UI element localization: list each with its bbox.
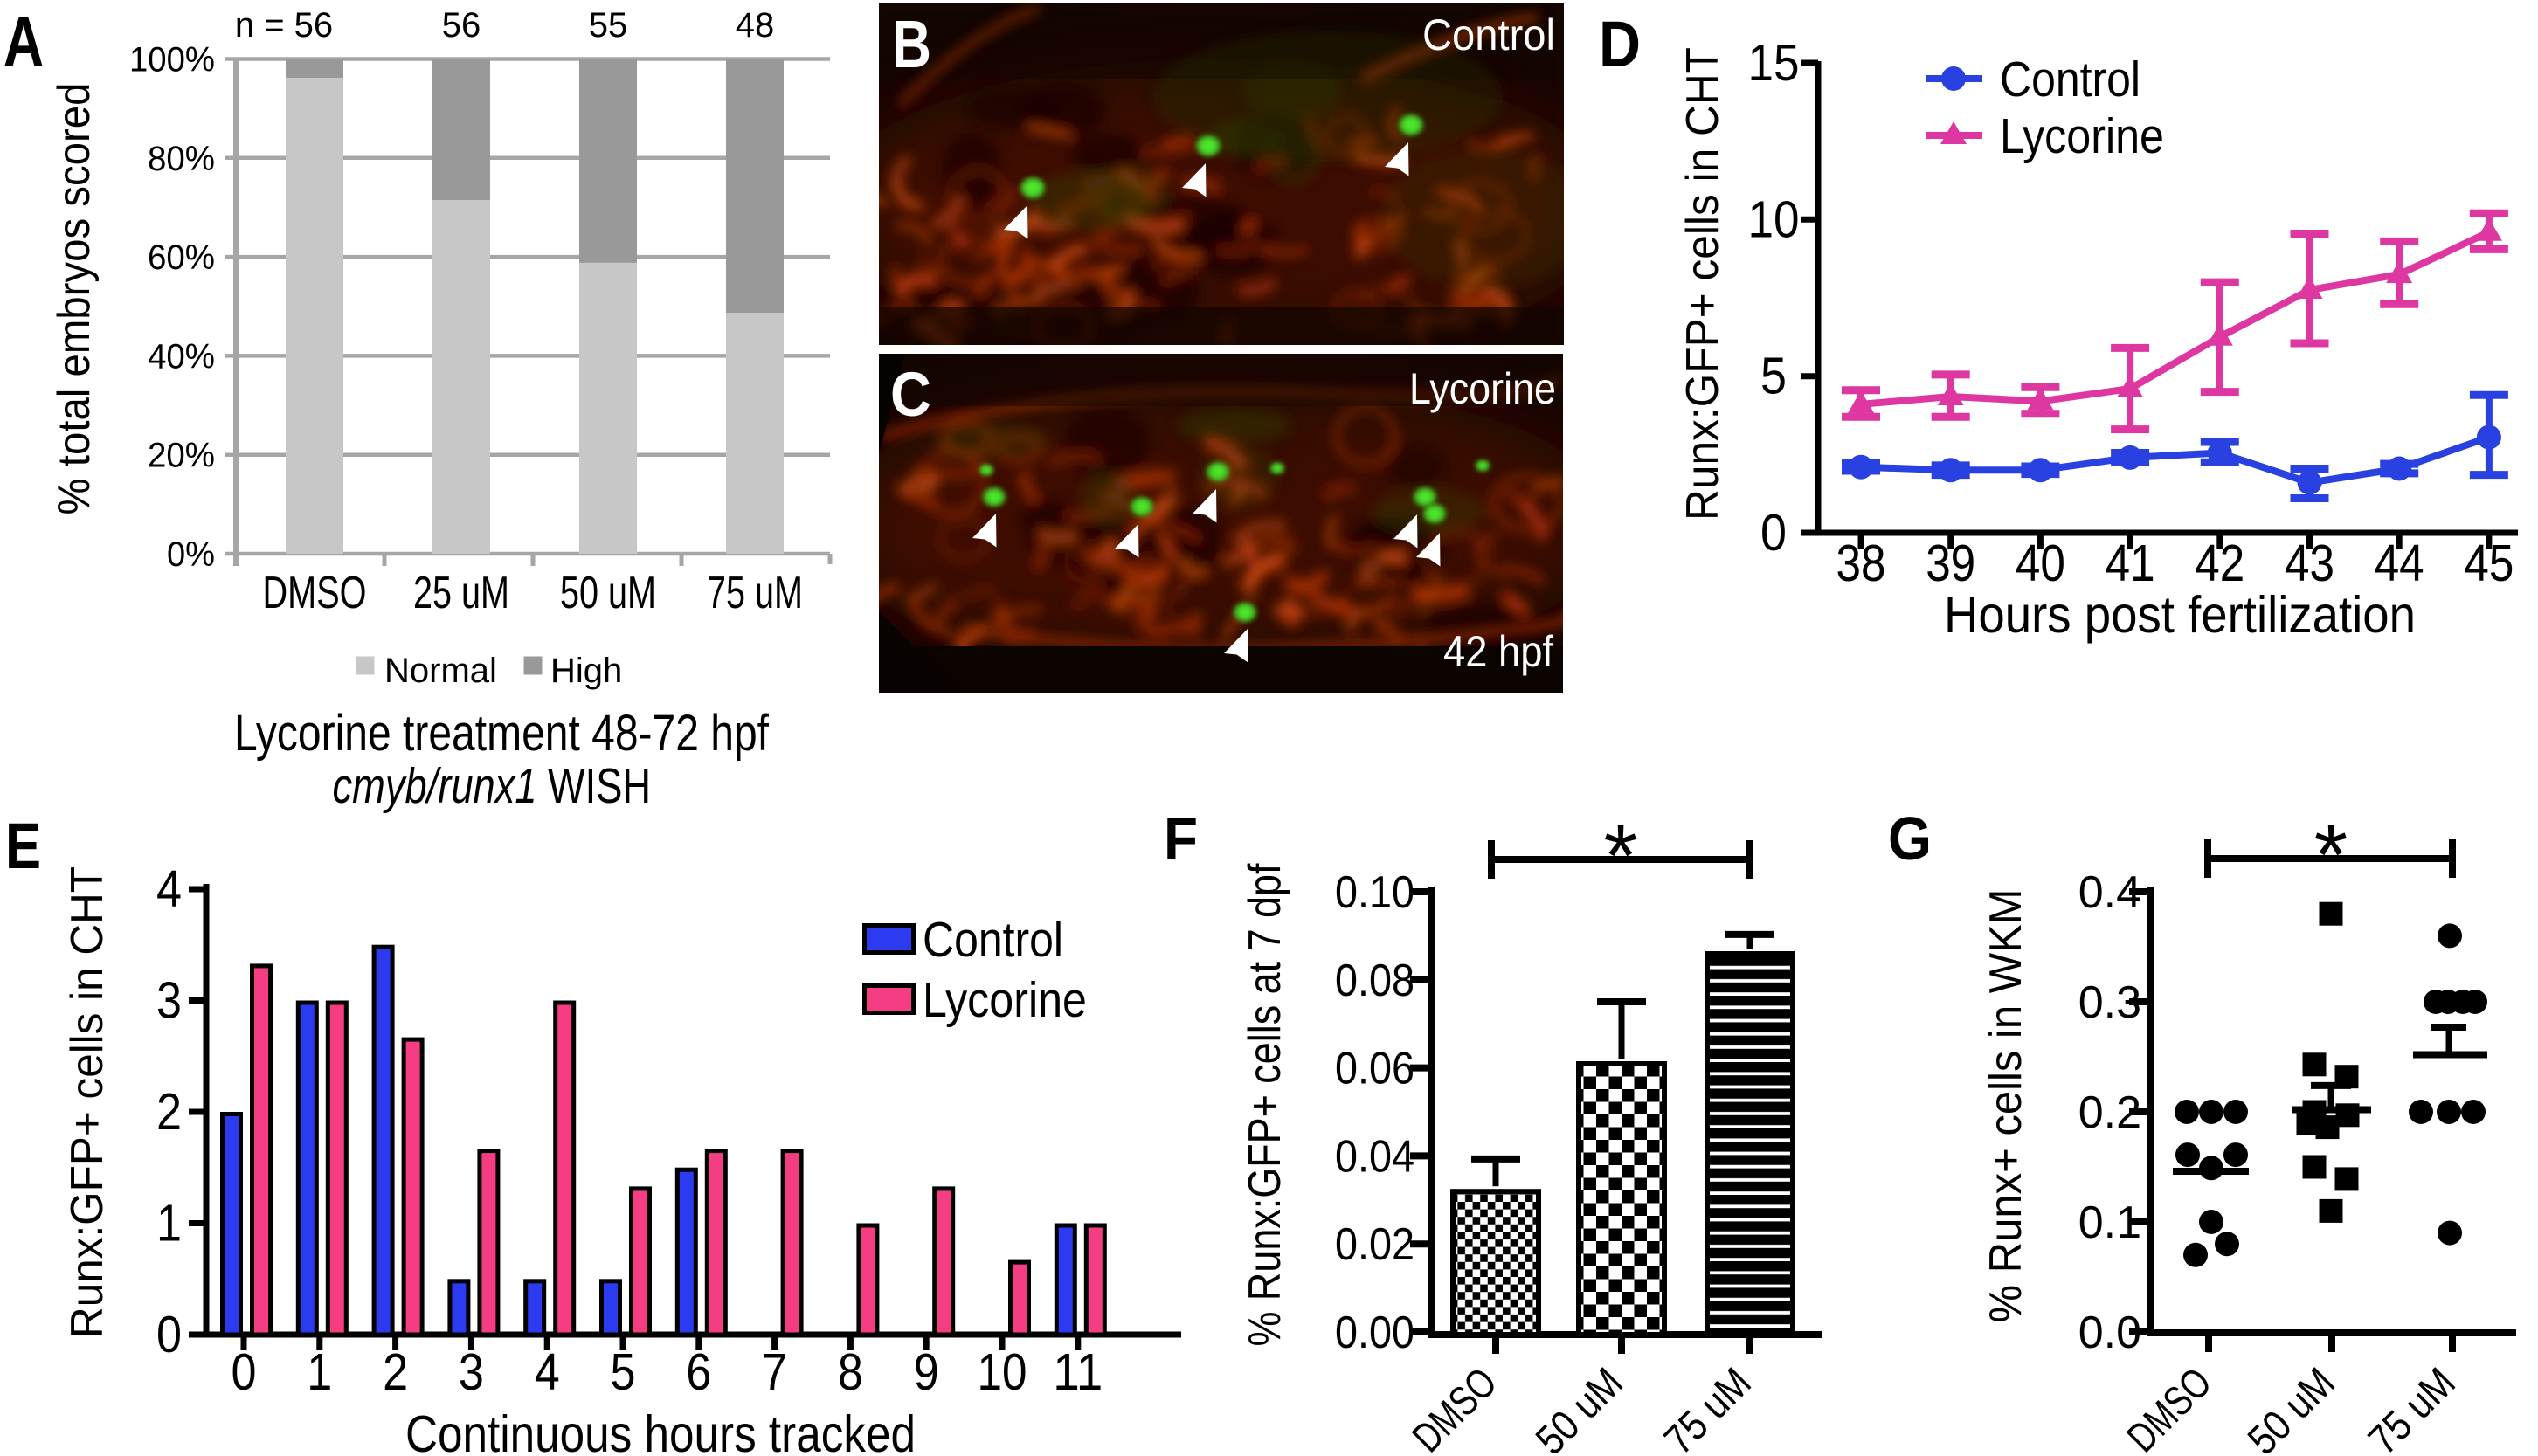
svg-text:D: D [1599, 8, 1641, 80]
svg-text:10: 10 [978, 1343, 1027, 1401]
svg-text:0.06: 0.06 [1335, 1044, 1414, 1094]
svg-text:0.02: 0.02 [1335, 1219, 1414, 1270]
svg-text:41: 41 [2106, 535, 2155, 592]
svg-text:2: 2 [383, 1343, 408, 1401]
svg-text:55: 55 [589, 6, 628, 45]
svg-text:E: E [5, 810, 41, 882]
svg-text:6: 6 [686, 1343, 711, 1401]
svg-text:Lycorine: Lycorine [923, 972, 1087, 1028]
svg-text:Control: Control [923, 912, 1063, 968]
svg-text:Hours post fertilization: Hours post fertilization [1944, 586, 2416, 644]
svg-text:0.08: 0.08 [1335, 956, 1414, 1006]
svg-text:7: 7 [762, 1343, 787, 1401]
svg-text:56: 56 [442, 6, 481, 45]
svg-text:0.00: 0.00 [1335, 1308, 1414, 1358]
svg-text:0: 0 [1760, 504, 1787, 562]
svg-text:45: 45 [2464, 535, 2514, 592]
svg-text:43: 43 [2285, 535, 2334, 592]
svg-text:% total embryos scored: % total embryos scored [49, 83, 100, 515]
svg-text:Lycorine treatment 48-72 hpf: Lycorine treatment 48-72 hpf [234, 705, 770, 762]
svg-text:B: B [892, 7, 931, 82]
svg-text:8: 8 [838, 1343, 863, 1401]
svg-text:0: 0 [232, 1343, 257, 1401]
svg-text:1: 1 [156, 1195, 182, 1252]
svg-text:4: 4 [535, 1343, 560, 1401]
svg-text:% Runx:GFP+ cells at 7 dpf: % Runx:GFP+ cells at 7 dpf [1240, 863, 1290, 1346]
svg-text:Normal: Normal [384, 652, 497, 690]
svg-text:50 uM: 50 uM [560, 568, 656, 618]
svg-text:*: * [2314, 806, 2348, 904]
svg-text:10: 10 [1748, 190, 1800, 248]
svg-text:11: 11 [1053, 1343, 1103, 1401]
svg-text:9: 9 [914, 1343, 939, 1401]
svg-text:42 hpf: 42 hpf [1443, 627, 1553, 676]
svg-text:15: 15 [1748, 34, 1800, 92]
svg-text:0.10: 0.10 [1335, 867, 1414, 918]
svg-text:80%: 80% [148, 140, 215, 178]
svg-text:% Runx+ cells in WKM: % Runx+ cells in WKM [1981, 889, 2031, 1323]
svg-text:Runx:GFP+ cells in CHT: Runx:GFP+ cells in CHT [1677, 47, 1728, 521]
svg-text:cmyb/runx1: cmyb/runx1 [333, 758, 537, 814]
svg-text:39: 39 [1926, 535, 1975, 592]
svg-text:High: High [550, 652, 622, 690]
svg-text:2: 2 [156, 1083, 182, 1141]
svg-text:C: C [890, 361, 931, 430]
svg-text:48: 48 [736, 6, 775, 45]
svg-text:0.3: 0.3 [2078, 977, 2141, 1028]
svg-text:25 uM: 25 uM [413, 568, 509, 618]
svg-text:44: 44 [2375, 535, 2424, 592]
svg-text:5: 5 [1760, 348, 1787, 405]
svg-text:20%: 20% [148, 437, 215, 475]
svg-text:A: A [3, 3, 44, 80]
svg-text:0.1: 0.1 [2078, 1197, 2141, 1248]
svg-text:Runx:GFP+ cells in CHT: Runx:GFP+ cells in CHT [62, 866, 113, 1338]
svg-text:0: 0 [156, 1306, 182, 1363]
svg-text:G: G [1888, 804, 1932, 873]
svg-text:100%: 100% [129, 41, 215, 79]
svg-text:DMSO: DMSO [263, 568, 367, 618]
svg-text:0%: 0% [167, 535, 215, 574]
svg-text:F: F [1164, 804, 1198, 873]
svg-text:3: 3 [459, 1343, 484, 1401]
svg-text:40%: 40% [148, 337, 215, 376]
svg-text:60%: 60% [148, 238, 215, 277]
svg-text:0.0: 0.0 [2078, 1308, 2141, 1358]
svg-text:0.2: 0.2 [2078, 1087, 2141, 1138]
svg-text:5: 5 [611, 1343, 636, 1401]
svg-text:42: 42 [2195, 535, 2244, 592]
svg-text:WISH: WISH [548, 758, 651, 814]
svg-text:n = 56: n = 56 [235, 6, 333, 45]
svg-text:Continuous hours tracked: Continuous hours tracked [405, 1405, 916, 1456]
svg-text:1: 1 [307, 1343, 332, 1401]
svg-text:0.04: 0.04 [1335, 1131, 1414, 1182]
svg-text:3: 3 [156, 972, 182, 1030]
svg-text:Lycorine: Lycorine [1409, 364, 1556, 413]
svg-text:Lycorine: Lycorine [2000, 108, 2164, 164]
svg-text:Control: Control [1422, 10, 1555, 59]
svg-text:75 uM: 75 uM [707, 568, 803, 618]
svg-text:0.4: 0.4 [2078, 867, 2141, 918]
svg-text:Control: Control [2000, 52, 2140, 107]
svg-text:4: 4 [156, 860, 182, 918]
svg-text:40: 40 [2016, 535, 2065, 592]
svg-text:*: * [1604, 807, 1638, 905]
svg-text:38: 38 [1836, 535, 1886, 592]
